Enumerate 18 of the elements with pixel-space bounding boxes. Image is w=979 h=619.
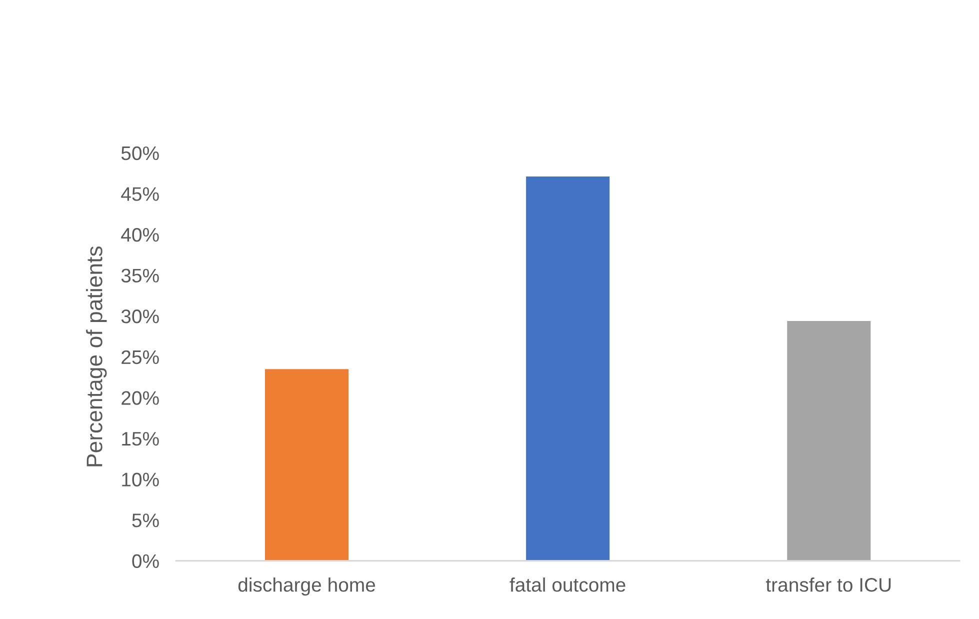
y-tick-label: 25%	[122, 350, 159, 364]
x-tick-label: fatal outcome	[510, 577, 626, 592]
y-tick-label: 35%	[121, 268, 159, 283]
y-tick-label: 5%	[132, 514, 159, 528]
x-tick-label: discharge home	[238, 577, 376, 596]
y-tick-label: 30%	[121, 310, 159, 324]
y-tick-label: 50%	[121, 146, 159, 160]
bar	[264, 369, 349, 561]
bar	[526, 176, 610, 561]
y-tick-label: 40%	[121, 228, 159, 242]
y-tick-label: 15%	[122, 432, 159, 446]
y-tick-label: 0%	[132, 554, 159, 568]
y-tick-label: 20%	[122, 391, 159, 405]
x-tick-label: transfer to ICU	[766, 578, 891, 592]
bar	[787, 320, 871, 561]
y-axis-title: Percentage of patients	[86, 246, 107, 466]
y-tick-label: 10%	[122, 472, 159, 486]
y-tick-label: 45%	[121, 187, 159, 201]
